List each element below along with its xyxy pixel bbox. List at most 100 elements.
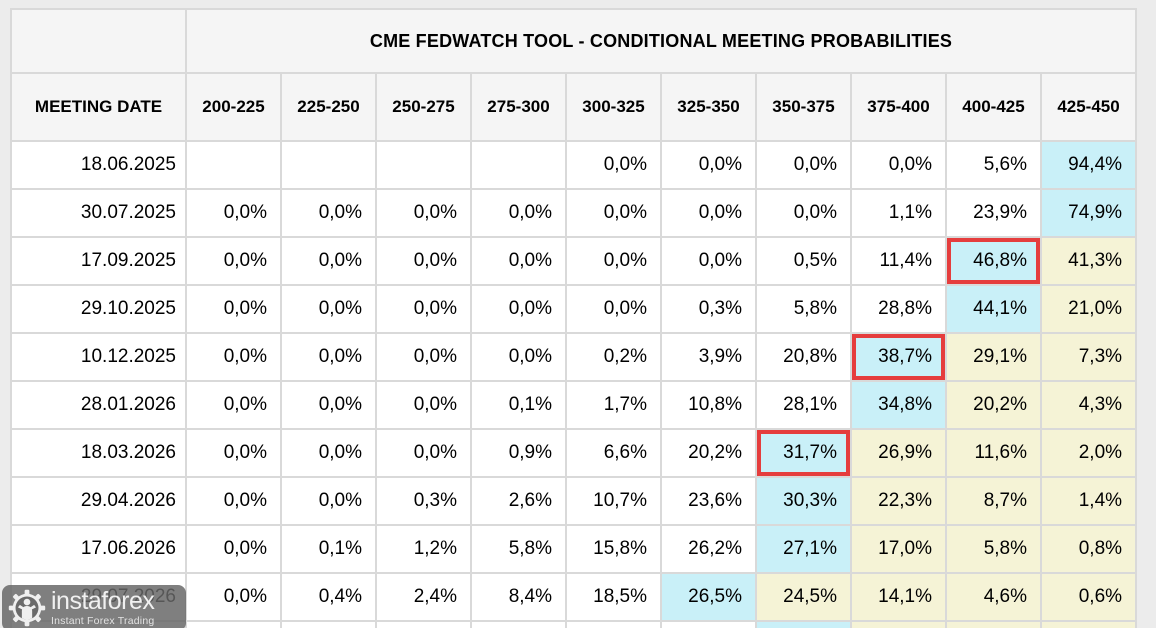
probability-cell: 0,0%	[280, 284, 377, 334]
table-title: CME FEDWATCH TOOL - CONDITIONAL MEETING …	[184, 8, 1138, 74]
probability-cell: 0,0%	[755, 188, 852, 238]
probability-cell: 0,0%	[850, 140, 947, 190]
table-row: 17.06.2026 0,0% 0,1% 1,2% 5,8% 15,8% 26,2% 27,1…	[10, 524, 1138, 574]
probability-cell: 0,0%	[185, 524, 282, 574]
probability-cell: 0,4%	[280, 572, 377, 622]
probability-cell: 0,0%	[660, 188, 757, 238]
probability-cell-red-boxed: 38,7%	[850, 332, 947, 382]
probability-cell: 0,0%	[185, 380, 282, 430]
probability-cell: 0,0%	[185, 332, 282, 382]
meeting-date-cell: 29.10.2025	[10, 284, 187, 334]
probability-cell: 26,5%	[660, 572, 757, 622]
probability-cell: 4,3%	[1039, 380, 1138, 430]
probability-cell: 0,2%	[565, 332, 662, 382]
probability-cell	[945, 620, 1042, 628]
rate-range-column-header: 200-225	[185, 72, 282, 142]
probability-cell: 0,3%	[660, 284, 757, 334]
probability-cell: 0,0%	[185, 476, 282, 526]
probability-cell: 4,6%	[945, 572, 1042, 622]
probability-cell: 0,0%	[565, 236, 662, 286]
probability-cell: 6,6%	[565, 428, 662, 478]
probability-cell: 0,0%	[660, 140, 757, 190]
probability-cell: 20,2%	[660, 428, 757, 478]
probability-cell: 1,4%	[1039, 476, 1138, 526]
probability-cell: 1,7%	[565, 380, 662, 430]
table-row: 18.03.2026 0,0% 0,0% 0,0% 0,9% 6,6% 20,2% 31,7%…	[10, 428, 1138, 478]
probability-cell: 21,0%	[1039, 284, 1138, 334]
rate-range-column-header: 300-325	[565, 72, 662, 142]
probability-cell	[470, 620, 567, 628]
meeting-date-cell: 28.01.2026	[10, 380, 187, 430]
probability-cell-red-boxed: 31,7%	[755, 428, 852, 478]
meeting-date-cell: 18.03.2026	[10, 428, 187, 478]
probability-cell: 0,0%	[280, 236, 377, 286]
probability-cell	[850, 620, 947, 628]
probability-cell: 0,0%	[375, 332, 472, 382]
probability-cell: 0,0%	[185, 236, 282, 286]
probability-cell	[660, 620, 757, 628]
watermark-text: instaforex Instant Forex Trading	[51, 587, 155, 627]
probability-cell: 10,7%	[565, 476, 662, 526]
probability-cell: 0,5%	[755, 236, 852, 286]
probability-cell: 28,8%	[850, 284, 947, 334]
rate-range-column-header: 375-400	[850, 72, 947, 142]
probability-cell: 8,4%	[470, 572, 567, 622]
probability-cell: 1,2%	[375, 524, 472, 574]
probability-cell: 0,0%	[565, 188, 662, 238]
probability-cell: 0,0%	[375, 428, 472, 478]
gear-person-icon	[8, 589, 46, 627]
probability-cell: 0,0%	[660, 236, 757, 286]
instaforex-watermark: instaforex Instant Forex Trading	[2, 585, 186, 628]
meeting-date-column-header: MEETING DATE	[10, 72, 187, 142]
table-row: 29.10.2025 0,0% 0,0% 0,0% 0,0% 0,0% 0,3% 5,8% 28…	[10, 284, 1138, 334]
probability-cell: 0,0%	[280, 428, 377, 478]
table-row: 30.07.2025 0,0% 0,0% 0,0% 0,0% 0,0% 0,0% 0,0% 1,…	[10, 188, 1138, 238]
rate-range-column-header: 350-375	[755, 72, 852, 142]
probability-cell: 26,2%	[660, 524, 757, 574]
probability-cell: 18,5%	[565, 572, 662, 622]
probability-cell: 0,0%	[280, 188, 377, 238]
meeting-date-cell: 17.06.2026	[10, 524, 187, 574]
probability-cell: 0,0%	[280, 476, 377, 526]
probability-cell: 28,1%	[755, 380, 852, 430]
probability-cell: 41,3%	[1039, 236, 1138, 286]
probability-cell: 44,1%	[945, 284, 1042, 334]
rate-range-column-header: 250-275	[375, 72, 472, 142]
probability-cell	[755, 620, 852, 628]
probability-cell: 20,2%	[945, 380, 1042, 430]
probability-cell: 24,5%	[755, 572, 852, 622]
probability-cell	[375, 140, 472, 190]
probability-cell	[280, 620, 377, 628]
probability-cell: 0,3%	[375, 476, 472, 526]
rate-range-column-header: 400-425	[945, 72, 1042, 142]
probability-cell: 2,4%	[375, 572, 472, 622]
probability-cell: 0,1%	[280, 524, 377, 574]
rate-range-column-header: 275-300	[470, 72, 567, 142]
probability-cell: 5,8%	[755, 284, 852, 334]
probability-cell: 17,0%	[850, 524, 947, 574]
probability-cell: 0,6%	[1039, 572, 1138, 622]
probability-cell: 15,8%	[565, 524, 662, 574]
probability-cell: 20,8%	[755, 332, 852, 382]
rate-range-column-header: 425-450	[1039, 72, 1138, 142]
probability-cell: 74,9%	[1039, 188, 1138, 238]
probability-cell: 0,1%	[470, 380, 567, 430]
probability-cell: 0,0%	[375, 380, 472, 430]
probability-cell: 0,0%	[470, 188, 567, 238]
probability-cell	[565, 620, 662, 628]
probability-cell	[470, 140, 567, 190]
probability-cell	[280, 140, 377, 190]
table-row: 10.12.2025 0,0% 0,0% 0,0% 0,0% 0,2% 3,9% 20,8% 3…	[10, 332, 1138, 382]
table-row: 29.04.2026 0,0% 0,0% 0,3% 2,6% 10,7% 23,6% 30,3…	[10, 476, 1138, 526]
probability-cell: 23,9%	[945, 188, 1042, 238]
probability-cell: 0,9%	[470, 428, 567, 478]
probability-cell: 26,9%	[850, 428, 947, 478]
probability-cell: 0,0%	[280, 380, 377, 430]
column-header-row: MEETING DATE 200-225 225-250 250-275 275-30…	[10, 72, 1138, 142]
probability-cell: 1,1%	[850, 188, 947, 238]
title-row-spacer	[10, 8, 187, 74]
watermark-brand-label: instaforex	[51, 587, 155, 616]
probability-cell: 7,3%	[1039, 332, 1138, 382]
probability-cell: 22,3%	[850, 476, 947, 526]
